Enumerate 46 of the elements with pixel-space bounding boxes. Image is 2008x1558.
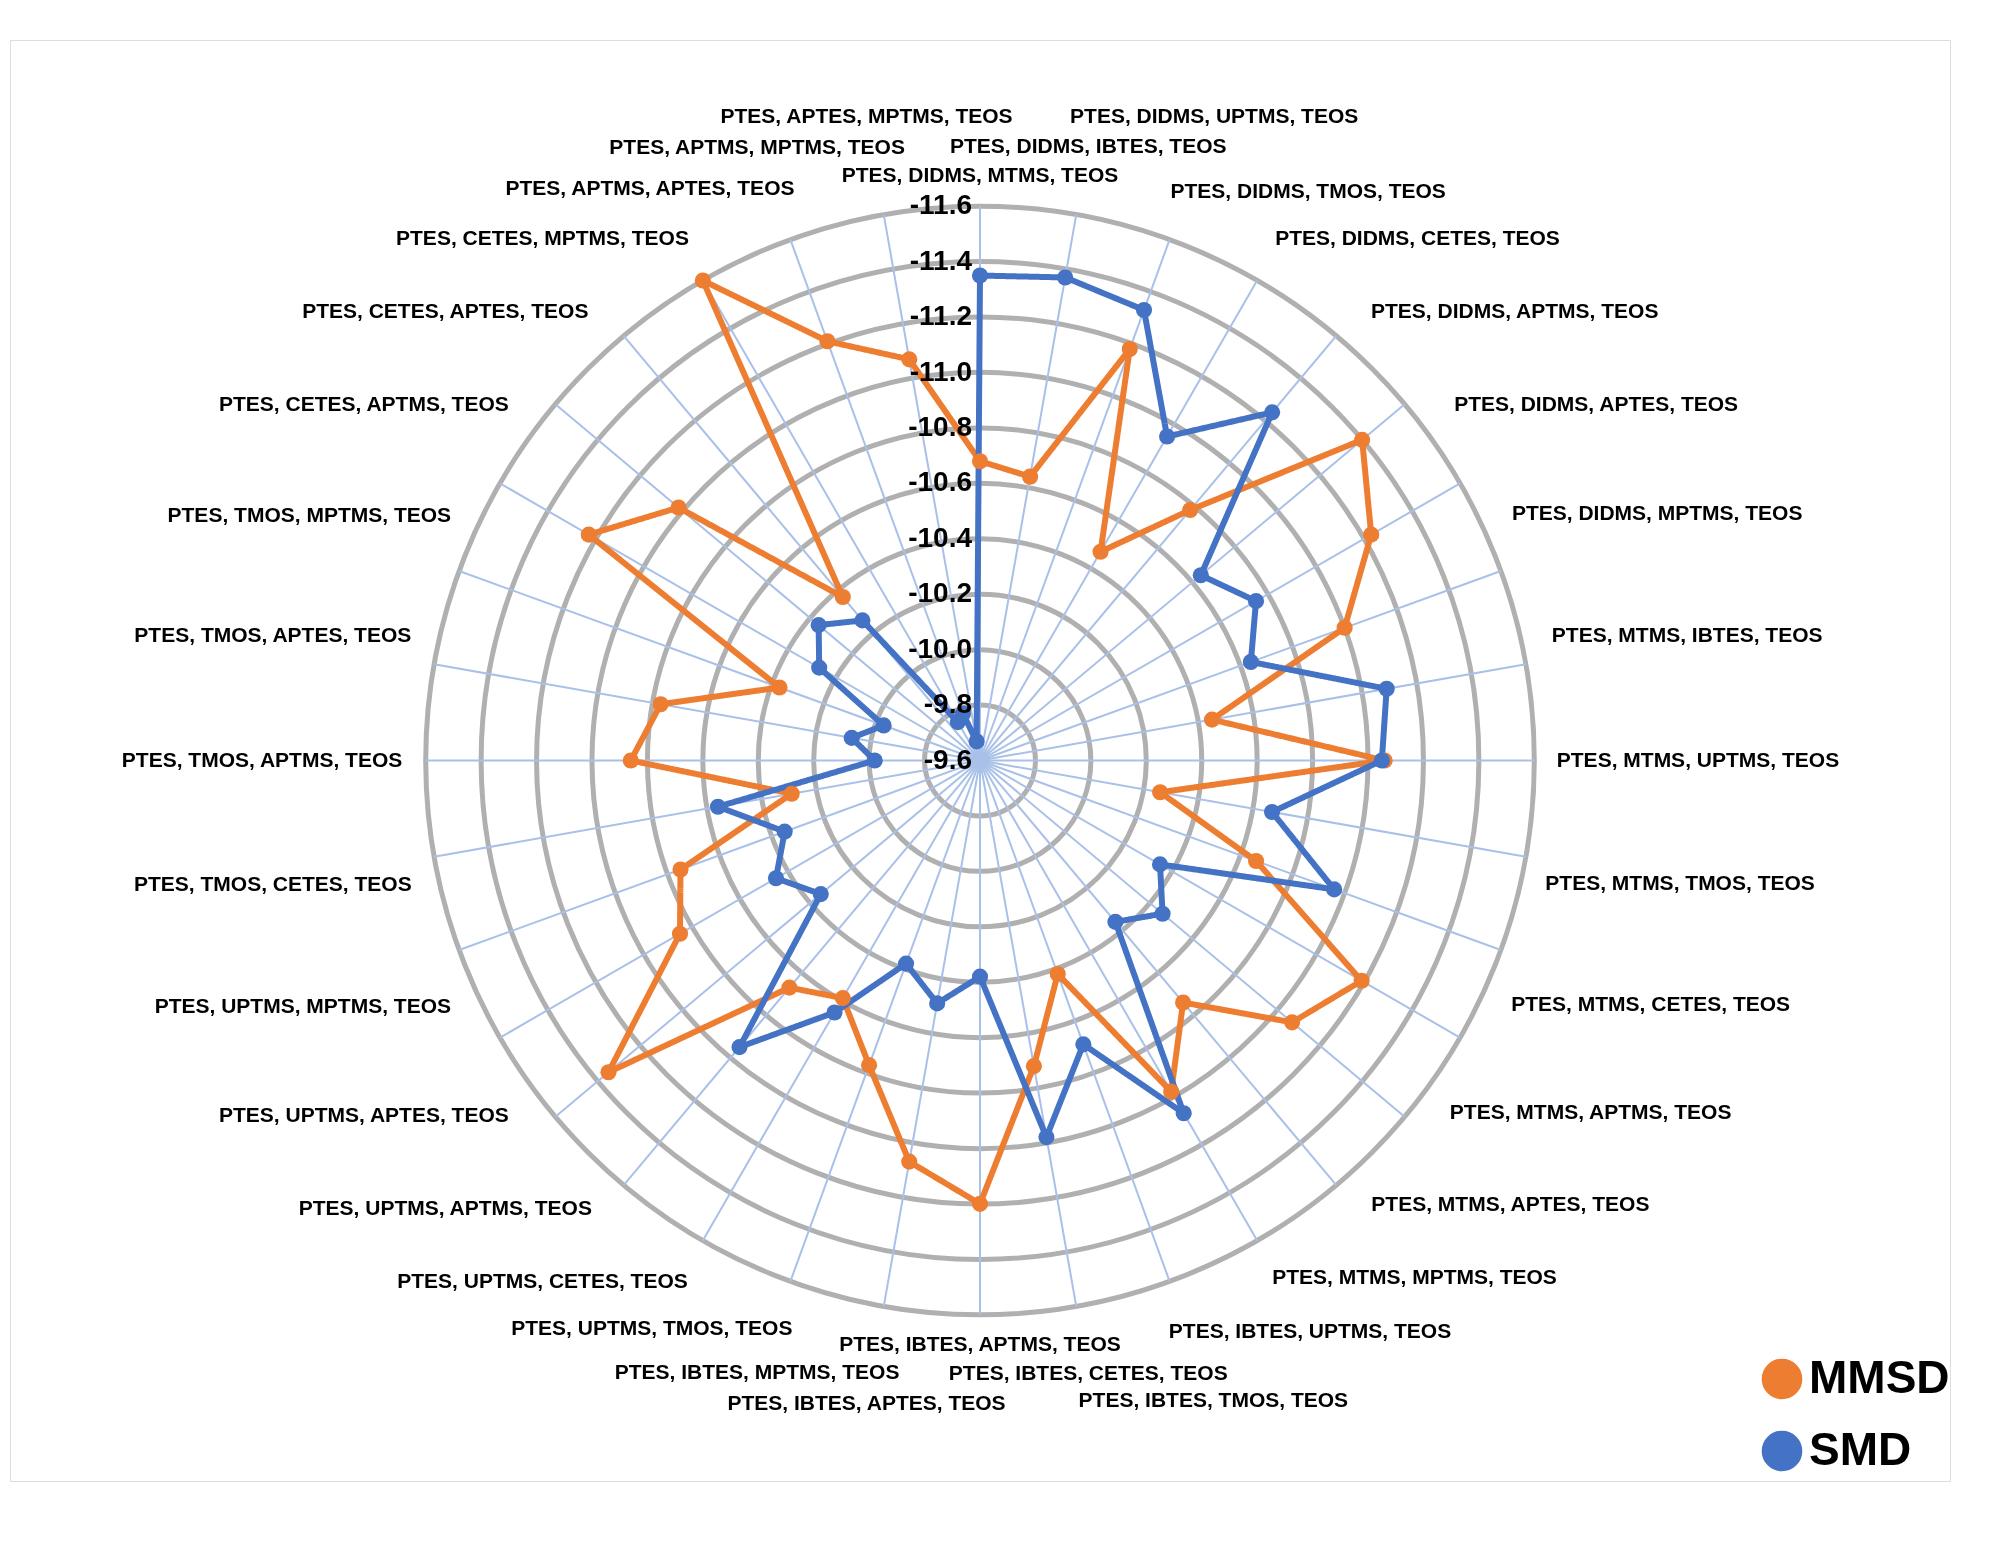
spoke-label: PTES, DIDMS, MTMS, TEOS (841, 162, 1119, 186)
spoke-label: PTES, IBTES, APTES, TEOS (727, 1390, 1006, 1414)
spoke-label: PTES, UPTMS, APTMS, TEOS (298, 1196, 592, 1220)
y-tick-label: -11.6 (909, 189, 972, 221)
spoke-label: PTES, TMOS, CETES, TEOS (133, 872, 412, 896)
spoke-label: PTES, DIDMS, UPTMS, TEOS (1070, 104, 1359, 128)
spoke-label: PTES, MTMS, IBTES, TEOS (1551, 622, 1823, 646)
y-tick-label: -10.0 (908, 632, 972, 664)
spoke-label: PTES, MTMS, APTMS, TEOS (1449, 1100, 1732, 1123)
spoke-label: PTES, CETES, MPTMS, TEOS (396, 226, 689, 250)
spoke-label: PTES, IBTES, UPTMS, TEOS (1168, 1319, 1452, 1343)
spoke-label: PTES, APTMS, APTES, TEOS (505, 175, 795, 199)
spoke-label: PTES, IBTES, MPTMS, TEOS (614, 1359, 900, 1383)
spoke-label: PTES, APTES, MPTMS, TEOS (720, 104, 1013, 128)
spoke-label: PTES, MTMS, TMOS, TEOS (1545, 870, 1815, 894)
legend-label: SMD (1809, 1423, 1912, 1475)
spoke-label: PTES, DIDMS, IBTES, TEOS (949, 133, 1227, 157)
y-tick-label: -10.6 (908, 466, 972, 498)
spoke-label: PTES, DIDMS, CETES, TEOS (1275, 226, 1560, 250)
y-tick-label: -10.4 (908, 521, 973, 553)
spoke-label: PTES, UPTMS, APTES, TEOS (218, 1103, 509, 1127)
y-tick-label: -9.6 (923, 743, 972, 775)
spoke-label: PTES, UPTMS, TMOS, TEOS (511, 1315, 793, 1339)
spoke-label: PTES, TMOS, APTES, TEOS (134, 622, 412, 646)
spoke-label: PTES, UPTMS, MPTMS, TEOS (154, 993, 451, 1017)
spoke-label: PTES, TMOS, MPTMS, TEOS (167, 503, 452, 527)
spoke-label: PTES, APTMS, MPTMS, TEOS (609, 135, 905, 159)
spoke-label: PTES, DIDMS, TMOS, TEOS (1170, 179, 1446, 203)
spoke-label: PTES, CETES, APTES, TEOS (302, 298, 589, 322)
spoke-label: PTES, DIDMS, MPTMS, TEOS (1511, 501, 1803, 525)
spoke-label: PTES, IBTES, TMOS, TEOS (1078, 1388, 1349, 1412)
y-tick-label: -11.2 (909, 300, 972, 332)
y-tick-label: -11.4 (909, 244, 973, 276)
spoke-label: PTES, MTMS, CETES, TEOS (1511, 991, 1791, 1015)
spoke-label: PTES, MTMS, APTES, TEOS (1371, 1192, 1650, 1216)
spoke-label: PTES, MTMS, MPTMS, TEOS (1272, 1265, 1557, 1289)
spoke-label: PTES, DIDMS, APTMS, TEOS (1370, 298, 1659, 322)
spoke-label: PTES, CETES, APTMS, TEOS (218, 391, 509, 415)
y-tick-label: -10.2 (908, 577, 972, 609)
spoke-label: PTES, DIDMS, APTES, TEOS (1454, 391, 1739, 415)
spoke-label: PTES, IBTES, CETES, TEOS (948, 1361, 1228, 1385)
spoke-label: PTES, IBTES, APTMS, TEOS (839, 1332, 1121, 1356)
legend-label: MMSD (1809, 1351, 1950, 1403)
spoke-label: PTES, MTMS, UPTMS, TEOS (1556, 747, 1840, 771)
spoke-label: PTES, UPTMS, CETES, TEOS (397, 1268, 688, 1292)
spoke-label: PTES, TMOS, APTMS, TEOS (121, 747, 403, 771)
